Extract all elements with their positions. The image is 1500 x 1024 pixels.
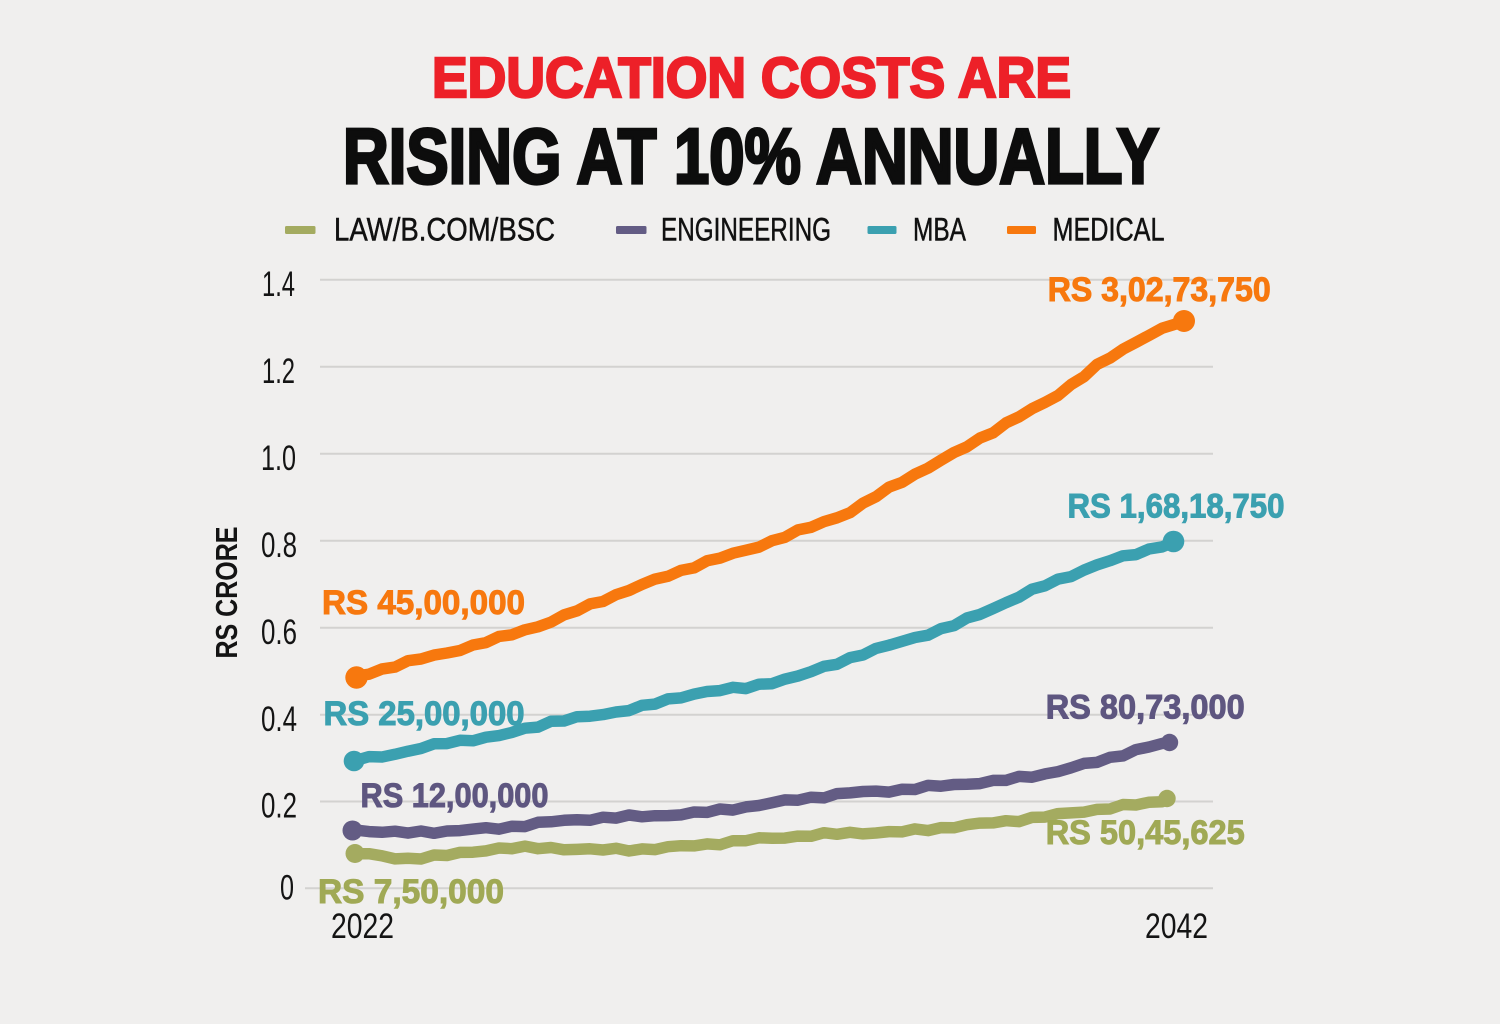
- svg-text:MEDICAL: MEDICAL: [1053, 212, 1165, 248]
- svg-text:RS 50,45,625: RS 50,45,625: [1046, 814, 1245, 852]
- svg-text:MBA: MBA: [913, 212, 967, 248]
- svg-text:RS CRORE: RS CRORE: [209, 527, 244, 659]
- svg-text:1.0: 1.0: [261, 439, 296, 478]
- svg-text:RS 3,02,73,750: RS 3,02,73,750: [1048, 271, 1271, 309]
- svg-text:0.4: 0.4: [261, 700, 297, 739]
- svg-text:1.2: 1.2: [262, 352, 295, 391]
- svg-text:RS 45,00,000: RS 45,00,000: [322, 584, 525, 622]
- svg-text:0.2: 0.2: [261, 787, 297, 826]
- svg-text:RS 25,00,000: RS 25,00,000: [324, 695, 525, 733]
- svg-text:RS 12,00,000: RS 12,00,000: [361, 777, 549, 815]
- svg-text:LAW/B.COM/BSC: LAW/B.COM/BSC: [334, 212, 555, 248]
- svg-text:RS 7,50,000: RS 7,50,000: [318, 873, 504, 911]
- svg-text:EDUCATION COSTS ARE: EDUCATION COSTS ARE: [432, 46, 1071, 110]
- svg-text:0.6: 0.6: [261, 613, 297, 652]
- svg-text:RS 80,73,000: RS 80,73,000: [1046, 689, 1245, 727]
- svg-text:0: 0: [280, 869, 294, 908]
- svg-text:RISING AT 10% ANNUALLY: RISING AT 10% ANNUALLY: [343, 112, 1159, 200]
- svg-text:0.8: 0.8: [261, 526, 297, 565]
- svg-text:ENGINEERING: ENGINEERING: [661, 212, 831, 248]
- svg-text:RS 1,68,18,750: RS 1,68,18,750: [1068, 488, 1285, 526]
- svg-text:2042: 2042: [1145, 907, 1208, 946]
- svg-text:2022: 2022: [331, 907, 394, 946]
- svg-text:1.4: 1.4: [262, 265, 295, 304]
